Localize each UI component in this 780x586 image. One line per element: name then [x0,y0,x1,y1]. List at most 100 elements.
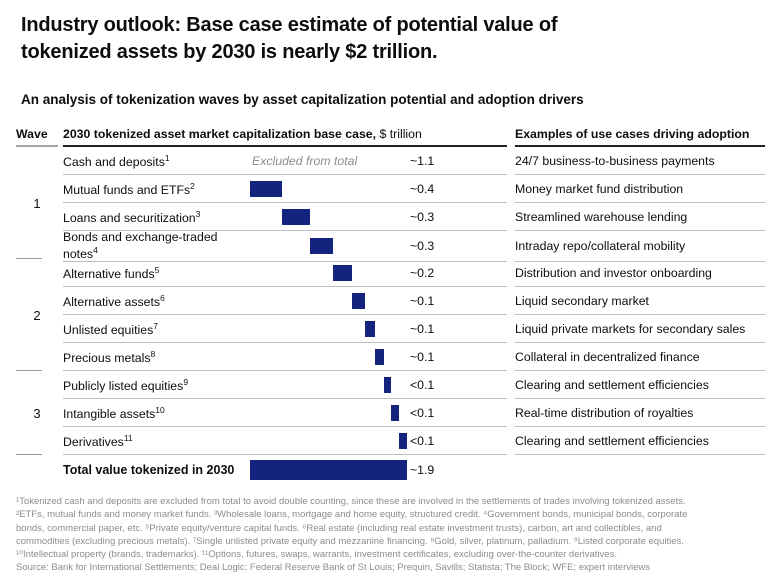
asset-name: Unlisted equities [63,323,154,338]
table-row: Mutual funds and ETFs2 ~0.4 Money market… [16,175,765,203]
asset-label: Cash and deposits1 [63,152,248,169]
value-label: <0.1 [410,433,435,448]
tokenization-table: Wave 2030 tokenized asset market capital… [16,127,765,485]
value-bar [333,264,352,281]
wave-spacer [16,455,63,485]
wave-3-label: 3 [33,405,41,421]
use-case: Intraday repo/collateral mobility [515,231,765,263]
bar-track [250,259,408,286]
table-row: Unlisted equities7 ~0.1 Liquid private m… [16,315,765,343]
use-case: Clearing and settlement efficiencies [515,371,765,399]
value-bar [282,208,311,225]
table-header: Wave 2030 tokenized asset market capital… [16,127,765,147]
value-bar [351,292,365,309]
column-gap [507,175,515,203]
asset-label: Intangible assets10 [63,404,248,421]
footnote-ref: 9 [183,376,189,387]
use-case-empty [515,455,765,485]
bar-track: Excluded from total [250,147,408,174]
footnote-ref: 8 [150,348,156,359]
footnote-line: bonds, commercial paper, etc. ⁵Private e… [16,522,662,534]
column-gap [507,371,515,399]
value-label: ~0.3 [410,209,435,224]
asset-label: Loans and securitization3 [63,208,248,225]
asset-label: Unlisted equities7 [63,320,248,337]
total-bar [250,460,407,480]
bar-track [250,427,408,454]
wave-1-cell: 1 [16,147,58,259]
footnote-line: ²ETFs, mutual funds and money market fun… [16,509,688,521]
bar-track [250,203,408,230]
wave-divider [16,454,42,455]
value-label: ~0.2 [410,265,435,280]
header-main-unit: $ trillion [376,127,422,141]
column-gap [507,231,515,262]
footnote-ref: 5 [154,264,160,275]
footnote-ref: 11 [123,432,133,443]
wave-divider [16,258,42,259]
value-bar [310,238,334,255]
wave-2-cell: 2 [16,259,58,371]
bar-track [250,287,408,314]
column-gap [507,203,515,231]
asset-name: Publicly listed equities [63,379,184,394]
asset-name: Intangible assets [63,407,156,422]
asset-label: Mutual funds and ETFs2 [63,180,248,197]
asset-name: Mutual funds and ETFs [63,183,191,198]
use-case: Distribution and investor onboarding [515,259,765,287]
table-body: 1 2 3 Cash and deposits1 Excluded from t… [16,147,765,485]
excluded-note: Excluded from total [252,153,358,168]
table-row: Cash and deposits1 Excluded from total ~… [16,147,765,175]
bar-track [250,315,408,342]
bar-track [250,175,408,202]
value-label: ~0.1 [410,321,435,336]
use-case: 24/7 business-to-business payments [515,147,765,175]
value-bar [374,348,384,365]
column-gap [507,315,515,343]
table-row: Publicly listed equities9 <0.1 Clearing … [16,371,765,399]
footnote-ref: 6 [160,292,165,303]
footnote-ref: 7 [153,320,158,331]
footnotes: ¹Tokenized cash and deposits are exclude… [16,495,766,575]
total-row: Total value tokenized in 2030 ~1.9 [16,455,765,485]
asset-name: Derivatives [63,435,124,450]
table-row: Intangible assets10 <0.1 Real-time distr… [16,399,765,427]
table-row: Precious metals8 ~0.1 Collateral in dece… [16,343,765,371]
wave-2-label: 2 [33,307,41,323]
table-row: Derivatives11 <0.1 Clearing and settleme… [16,427,765,455]
asset-cell: Publicly listed equities9 <0.1 [63,371,507,399]
use-case: Liquid private markets for secondary sal… [515,315,765,343]
use-case: Money market fund distribution [515,175,765,203]
asset-cell: Cash and deposits1 Excluded from total ~… [63,147,507,175]
column-gap [507,147,515,175]
subtitle: An analysis of tokenization waves by ass… [21,92,584,107]
footnote-ref: 1 [164,152,170,163]
asset-cell: Precious metals8 ~0.1 [63,343,507,371]
asset-cell: Mutual funds and ETFs2 ~0.4 [63,175,507,203]
bar-track [250,455,408,485]
asset-name: Loans and securitization [63,211,196,226]
title-line-2: tokenized assets by 2030 is nearly $2 tr… [21,41,438,63]
use-case: Real-time distribution of royalties [515,399,765,427]
value-bar [250,180,283,197]
footnote-line: commodities (excluding precious metals).… [16,535,684,547]
footnote-ref: 3 [195,208,201,219]
use-case: Collateral in decentralized finance [515,343,765,371]
wave-3-cell: 3 [16,371,58,455]
table-row: Alternative funds5 ~0.2 Distribution and… [16,259,765,287]
page-title: Industry outlook: Base case estimate of … [21,12,766,66]
footnote-ref: 2 [190,180,195,191]
total-cell: Total value tokenized in 2030 ~1.9 [63,455,507,485]
value-label: ~0.1 [410,349,435,364]
use-case: Liquid secondary market [515,287,765,315]
column-gap [507,455,515,485]
asset-name: Alternative funds [63,267,155,282]
column-gap [507,287,515,315]
column-gap [507,259,515,287]
asset-name: Alternative assets [63,295,161,310]
asset-label: Bonds and exchange-traded notes4 [63,230,248,261]
wave-divider [16,370,42,371]
value-bar [391,404,399,421]
header-main-bold: 2030 tokenized asset market capitalizati… [63,127,377,141]
column-gap [507,399,515,427]
